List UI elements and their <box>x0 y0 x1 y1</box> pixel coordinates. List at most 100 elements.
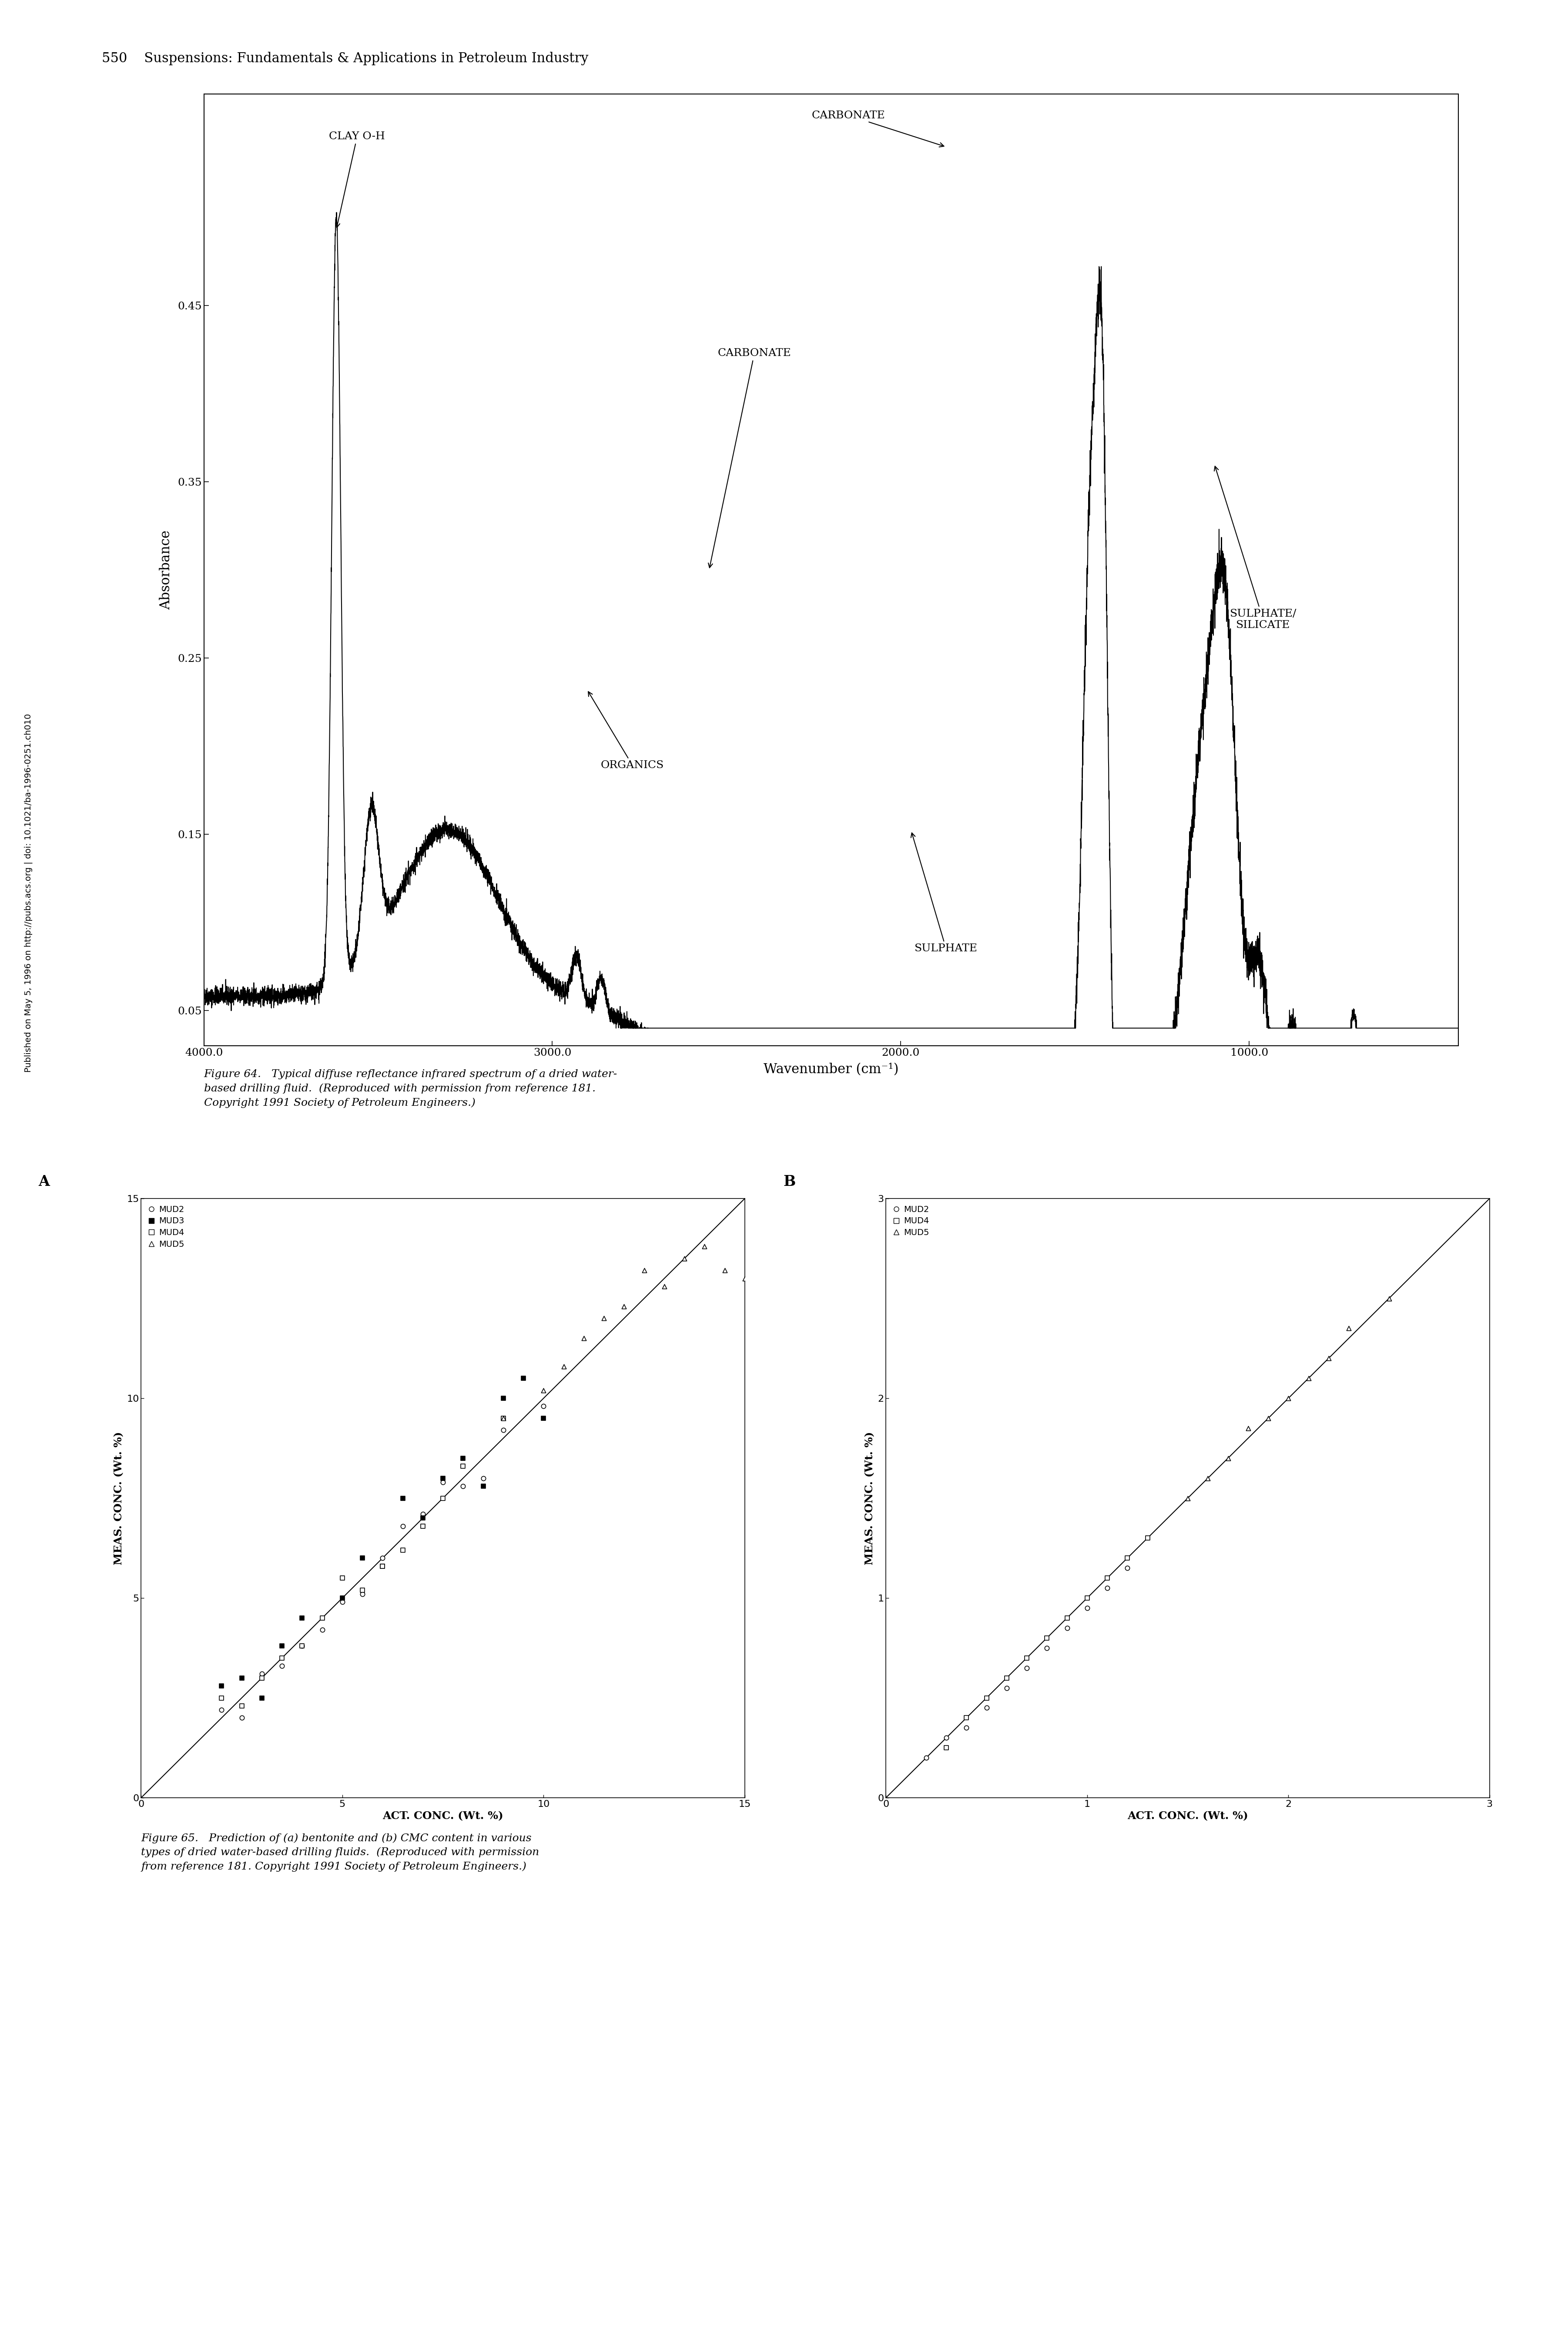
Text: Figure 64.   Typical diffuse reflectance infrared spectrum of a dried water-
bas: Figure 64. Typical diffuse reflectance i… <box>204 1069 618 1107</box>
Point <box>532 1386 557 1424</box>
Point <box>1195 1459 1220 1497</box>
Point <box>430 1480 456 1518</box>
Point <box>1054 1610 1079 1647</box>
X-axis label: ACT. CONC. (Wt. %): ACT. CONC. (Wt. %) <box>1127 1812 1248 1821</box>
Text: SULPHATE/
SILICATE: SULPHATE/ SILICATE <box>1214 465 1297 630</box>
Point <box>390 1532 416 1570</box>
Y-axis label: MEAS. CONC. (Wt. %): MEAS. CONC. (Wt. %) <box>864 1431 875 1565</box>
Point <box>249 1654 274 1692</box>
Point <box>350 1572 375 1610</box>
Point <box>1377 1278 1402 1316</box>
Point <box>290 1626 315 1664</box>
Point <box>994 1668 1019 1706</box>
Point <box>1014 1650 1040 1687</box>
Y-axis label: MEAS. CONC. (Wt. %): MEAS. CONC. (Wt. %) <box>114 1431 124 1565</box>
Point <box>673 1241 698 1278</box>
Point <box>450 1438 475 1478</box>
Point <box>933 1720 958 1758</box>
Point <box>1316 1339 1341 1377</box>
Point <box>470 1466 495 1504</box>
Point <box>1074 1589 1099 1626</box>
Point <box>1336 1309 1361 1347</box>
Point <box>329 1584 354 1622</box>
Point <box>1295 1358 1320 1396</box>
Point <box>1135 1520 1160 1558</box>
Point <box>612 1288 637 1325</box>
Text: CARBONATE: CARBONATE <box>709 348 792 569</box>
Legend: MUD2, MUD4, MUD5: MUD2, MUD4, MUD5 <box>891 1203 931 1238</box>
Point <box>370 1546 395 1584</box>
Point <box>209 1678 234 1716</box>
Point <box>1236 1410 1261 1448</box>
Point <box>732 1260 757 1297</box>
Point <box>1094 1570 1120 1607</box>
Point <box>994 1659 1019 1697</box>
Text: CARBONATE: CARBONATE <box>812 110 944 148</box>
Point <box>511 1358 536 1396</box>
Point <box>532 1372 557 1410</box>
Point <box>350 1574 375 1612</box>
X-axis label: ACT. CONC. (Wt. %): ACT. CONC. (Wt. %) <box>383 1812 503 1821</box>
Point <box>310 1600 336 1638</box>
Point <box>652 1267 677 1304</box>
Point <box>571 1321 596 1358</box>
Text: CLAY O-H: CLAY O-H <box>329 132 386 228</box>
Y-axis label: Absorbance: Absorbance <box>160 531 172 609</box>
Point <box>1035 1619 1060 1657</box>
Point <box>229 1699 254 1737</box>
Point <box>1256 1401 1281 1438</box>
Point <box>390 1480 416 1518</box>
Point <box>953 1699 978 1737</box>
X-axis label: Wavenumber (cm⁻¹): Wavenumber (cm⁻¹) <box>764 1062 898 1076</box>
Point <box>350 1539 375 1577</box>
Point <box>249 1659 274 1697</box>
Text: ORGANICS: ORGANICS <box>588 691 665 771</box>
Point <box>290 1600 315 1638</box>
Point <box>974 1690 999 1727</box>
Point <box>1054 1600 1079 1638</box>
Point <box>329 1579 354 1617</box>
Point <box>209 1666 234 1704</box>
Point <box>632 1253 657 1290</box>
Point <box>270 1626 295 1664</box>
Point <box>370 1546 395 1584</box>
Point <box>229 1687 254 1725</box>
Text: 550    Suspensions: Fundamentals & Applications in Petroleum Industry: 550 Suspensions: Fundamentals & Applicat… <box>102 52 588 66</box>
Point <box>1276 1379 1301 1417</box>
Text: B: B <box>784 1175 795 1189</box>
Text: Figure 65.   Prediction of (a) bentonite and (b) CMC content in various
types of: Figure 65. Prediction of (a) bentonite a… <box>141 1833 539 1873</box>
Point <box>1035 1629 1060 1666</box>
Point <box>552 1347 577 1384</box>
Point <box>491 1401 516 1438</box>
Point <box>470 1459 495 1497</box>
Point <box>491 1412 516 1450</box>
Point <box>450 1448 475 1485</box>
Point <box>370 1539 395 1577</box>
Point <box>450 1466 475 1504</box>
Point <box>1014 1640 1040 1678</box>
Point <box>270 1647 295 1685</box>
Point <box>691 1227 717 1264</box>
Point <box>1074 1579 1099 1617</box>
Point <box>411 1495 436 1532</box>
Point <box>290 1626 315 1664</box>
Point <box>209 1692 234 1730</box>
Point <box>953 1708 978 1746</box>
Point <box>411 1506 436 1544</box>
Legend: MUD2, MUD3, MUD4, MUD5: MUD2, MUD3, MUD4, MUD5 <box>146 1203 187 1250</box>
Point <box>229 1659 254 1697</box>
Point <box>430 1459 456 1497</box>
Point <box>974 1678 999 1716</box>
Point <box>712 1253 737 1290</box>
Point <box>430 1464 456 1502</box>
Point <box>310 1612 336 1650</box>
Point <box>933 1730 958 1767</box>
Text: Published on May 5, 1996 on http://pubs.acs.org | doi: 10.1021/ba-1996-0251.ch01: Published on May 5, 1996 on http://pubs.… <box>24 714 33 1072</box>
Point <box>914 1739 939 1777</box>
Point <box>1115 1549 1140 1586</box>
Point <box>1176 1480 1201 1518</box>
Point <box>270 1640 295 1678</box>
Point <box>249 1678 274 1716</box>
Point <box>1094 1560 1120 1598</box>
Point <box>491 1401 516 1438</box>
